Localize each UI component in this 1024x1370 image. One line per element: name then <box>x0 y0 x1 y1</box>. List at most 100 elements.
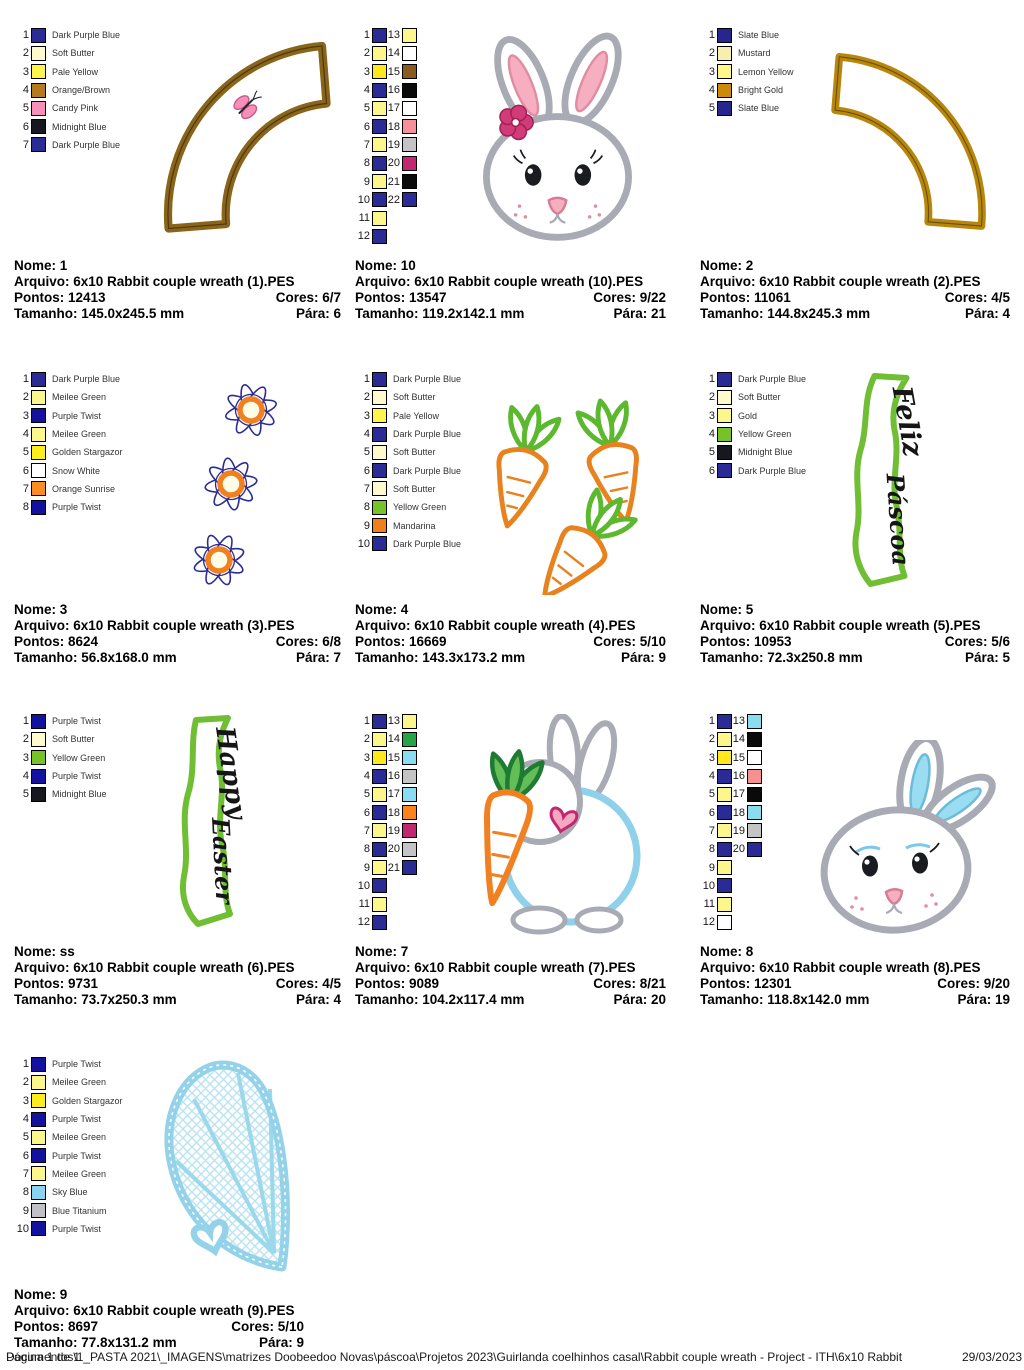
color-swatch <box>717 860 732 876</box>
color-number: 4 <box>363 770 370 783</box>
color-row: 12 <box>355 913 387 931</box>
color-swatch <box>402 841 417 857</box>
color-swatch <box>717 878 732 894</box>
color-name: Golden Stargazor <box>52 1095 123 1106</box>
color-row: 7 <box>700 822 732 840</box>
color-row: 20 <box>385 154 417 172</box>
color-number: 13 <box>732 715 745 728</box>
color-number: 3 <box>22 1094 29 1107</box>
color-name: Pale Yellow <box>393 410 440 421</box>
design-cores: Cores: 5/10 <box>593 634 666 649</box>
design-arquivo: Arquivo: 6x10 Rabbit couple wreath (8).P… <box>700 960 981 975</box>
color-name: Meilee Green <box>52 1168 107 1179</box>
color-swatch <box>747 786 762 802</box>
color-list: 1 2 3 4 5 6 7 8 9 10 11 12 <box>355 712 387 932</box>
design-cores: Cores: 8/21 <box>593 976 666 991</box>
color-name: Meilee Green <box>52 1077 107 1088</box>
color-swatch <box>372 518 387 534</box>
preview-bunny-head-blue <box>820 740 996 934</box>
color-number: 2 <box>708 733 715 746</box>
color-list: 1 Dark Purple Blue 2 Meilee Green 3 Purple Tw… <box>14 370 123 516</box>
color-row: 18 <box>730 803 762 821</box>
color-name: Soft Butter <box>738 392 781 403</box>
preview-wreath-arc-2 <box>831 53 986 230</box>
color-number: 10 <box>702 879 715 892</box>
color-name: Gold <box>738 410 758 421</box>
color-swatch <box>402 731 417 747</box>
color-number: 1 <box>363 29 370 42</box>
color-row: 3 Pale Yellow <box>14 63 120 81</box>
color-row: 4 Meilee Green <box>14 425 123 443</box>
design-tamanho: Tamanho: 145.0x245.5 mm <box>14 306 185 321</box>
banner-word-2: Páscoa <box>880 471 915 566</box>
color-swatch <box>372 444 387 460</box>
color-swatch <box>372 45 387 61</box>
color-row: 19 <box>730 822 762 840</box>
design-arquivo: Arquivo: 6x10 Rabbit couple wreath (9).P… <box>14 1303 295 1318</box>
color-number: 4 <box>22 428 29 441</box>
design-cores: Cores: 5/10 <box>231 1319 304 1334</box>
color-number: 3 <box>708 409 715 422</box>
color-swatch <box>31 768 46 784</box>
color-number: 16 <box>387 770 400 783</box>
color-swatch <box>31 82 46 98</box>
color-row: 17 <box>385 785 417 803</box>
color-row: 1 Dark Purple Blue <box>14 370 123 388</box>
color-row: 3 Pale Yellow <box>355 407 461 425</box>
banner-word-2: Easter <box>206 816 240 907</box>
color-number: 10 <box>357 193 370 206</box>
preview-wreath-arc-1 <box>163 41 331 233</box>
color-row: 14 <box>730 730 762 748</box>
preview-banner-happy-easter: Happy Easter <box>180 715 252 927</box>
design-nome: Nome: 1 <box>14 258 68 273</box>
design-cores: Cores: 6/8 <box>275 634 341 649</box>
color-row: 4 Purple Twist <box>14 1110 123 1128</box>
color-name: Candy Pink <box>52 103 99 114</box>
color-swatch <box>372 750 387 766</box>
color-name: Yellow Green <box>393 502 447 513</box>
color-swatch <box>372 823 387 839</box>
color-swatch <box>717 408 732 424</box>
color-swatch <box>31 119 46 135</box>
design-nome: Nome: 9 <box>14 1287 68 1302</box>
color-number: 20 <box>387 843 400 856</box>
color-name: Slate Blue <box>738 103 780 114</box>
color-swatch <box>717 371 732 387</box>
color-row: 10 <box>355 877 387 895</box>
color-row: 10 Dark Purple Blue <box>355 535 461 553</box>
color-row: 7 Dark Purple Blue <box>14 136 120 154</box>
color-row: 3 <box>355 63 387 81</box>
color-name: Soft Butter <box>393 447 436 458</box>
color-swatch <box>402 750 417 766</box>
color-row: 9 <box>355 858 387 876</box>
color-row: 11 <box>355 209 387 227</box>
preview-bunny-head-pink <box>483 32 632 241</box>
color-swatch <box>31 64 46 80</box>
color-number: 6 <box>22 464 29 477</box>
color-swatch <box>31 389 46 405</box>
design-arquivo: Arquivo: 6x10 Rabbit couple wreath (3).P… <box>14 618 295 633</box>
color-swatch <box>372 27 387 43</box>
color-name: Golden Stargazor <box>52 447 123 458</box>
color-number: 3 <box>22 751 29 764</box>
color-name: Mustard <box>738 48 771 59</box>
color-number: 4 <box>22 84 29 97</box>
color-swatch <box>402 823 417 839</box>
design-cores: Cores: 9/20 <box>937 976 1010 991</box>
color-number: 5 <box>708 788 715 801</box>
color-row: 2 <box>355 730 387 748</box>
color-name: Sky Blue <box>52 1187 88 1198</box>
color-name: Dark Purple Blue <box>393 429 462 440</box>
color-swatch <box>372 731 387 747</box>
color-number: 10 <box>16 1222 29 1235</box>
color-row: 8 <box>355 154 387 172</box>
heart-icon <box>190 1218 229 1257</box>
color-name: Meilee Green <box>52 392 107 403</box>
color-number: 21 <box>387 861 400 874</box>
color-number: 8 <box>363 501 370 514</box>
color-number: 5 <box>22 1131 29 1144</box>
color-swatch <box>402 768 417 784</box>
color-swatch <box>402 119 417 135</box>
color-name: Midnight Blue <box>52 789 107 800</box>
